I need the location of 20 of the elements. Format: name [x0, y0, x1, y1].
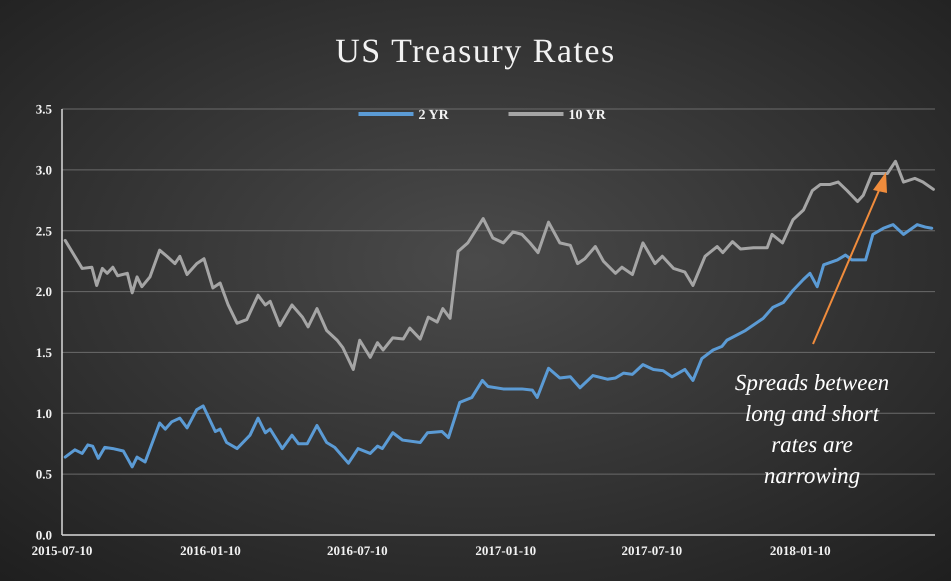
- chart-title: US Treasury Rates: [335, 33, 616, 70]
- line-series: [64, 160, 935, 371]
- y-tick-label: 2.0: [36, 284, 52, 300]
- legend-label: 10 YR: [568, 108, 607, 123]
- y-tick-label: 2.5: [36, 223, 52, 238]
- x-tick-label: 2017-01-10: [475, 543, 536, 558]
- y-tick-label: 1.5: [36, 344, 52, 360]
- y-tick-label: 0.5: [36, 466, 52, 482]
- y-tick-label: 3.5: [36, 102, 52, 117]
- y-tick-label: 3.0: [36, 162, 52, 178]
- y-tick-label: 1.0: [36, 406, 52, 421]
- x-tick-label: 2015-07-10: [32, 543, 92, 558]
- annotation: Spreads between long and short rates are narrowing: [734, 370, 890, 488]
- legend-label: 2 YR: [418, 108, 450, 123]
- x-tick-label: 2016-07-10: [326, 543, 388, 558]
- y-tick-label: 0.0: [36, 528, 52, 543]
- x-tick-label: 2016-01-10: [180, 543, 241, 558]
- line-series: [64, 223, 934, 468]
- x-tick-label: 2017-07-10: [621, 543, 682, 558]
- x-tick-label: 2018-01-10: [770, 543, 831, 558]
